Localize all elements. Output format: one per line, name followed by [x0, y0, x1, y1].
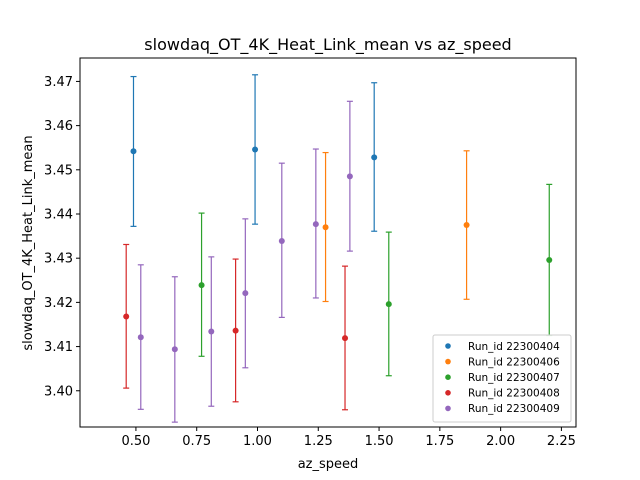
data-point: [322, 224, 329, 231]
y-tick-label: 3.43: [44, 252, 73, 267]
y-tick-label: 3.44: [44, 207, 73, 222]
x-tick-label: 0.50: [121, 434, 150, 449]
legend-label: Run_id 22300406: [468, 356, 560, 368]
axes-frame: [79, 57, 577, 428]
series-run_id-22300404: [130, 74, 378, 232]
data-point: [137, 334, 144, 341]
x-tick-label: 1.50: [365, 434, 394, 449]
data-point: [463, 222, 470, 229]
legend-label: Run_id 22300407: [468, 372, 560, 384]
data-point: [371, 154, 378, 161]
data-point: [346, 173, 353, 180]
legend-label: Run_id 22300409: [468, 403, 560, 415]
data-layer: [123, 74, 553, 423]
y-axis: 3.40 3.41 3.42 3.43 3.44 3.45 3.46 3.47: [44, 75, 80, 399]
x-tick-label: 1.75: [425, 434, 454, 449]
legend-label: Run_id 22300408: [468, 388, 560, 400]
legend-marker: [445, 374, 451, 381]
x-tick-label: 2.00: [486, 434, 515, 449]
legend-marker: [445, 390, 451, 396]
data-point: [232, 327, 239, 334]
data-point: [123, 313, 130, 320]
legend-marker: [445, 343, 451, 349]
series-run_id-22300409: [137, 100, 353, 423]
data-point: [171, 346, 178, 353]
series-run_id-22300407: [198, 183, 553, 377]
plot-area: [79, 57, 577, 428]
y-tick-label: 3.46: [44, 119, 73, 134]
y-tick-label: 3.42: [44, 296, 73, 311]
x-tick-label: 1.25: [304, 434, 333, 449]
data-point: [385, 301, 392, 308]
data-point: [252, 146, 259, 153]
x-axis-label: az_speed: [298, 457, 359, 472]
data-point: [342, 335, 349, 342]
legend-marker: [445, 405, 451, 412]
data-point: [198, 282, 205, 289]
data-point: [242, 290, 249, 297]
data-point: [278, 237, 285, 244]
y-tick-label: 3.41: [44, 340, 73, 355]
data-point: [546, 256, 553, 263]
x-tick-label: 2.25: [547, 434, 576, 449]
series-run_id-22300406: [322, 150, 470, 303]
legend-marker: [445, 358, 451, 365]
x-tick-label: 1.00: [243, 434, 272, 449]
legend-box: [432, 334, 572, 423]
legend-label: Run_id 22300404: [468, 341, 560, 353]
chart-title: slowdaq_OT_4K_Heat_Link_mean vs az_speed: [144, 35, 511, 55]
y-axis-label: slowdaq_OT_4K_Heat_Link_mean: [21, 135, 36, 350]
x-tick-label: 0.75: [182, 434, 211, 449]
legend: Run_id 22300404 Run_id 22300406 Run_id 223…: [432, 334, 572, 423]
y-tick-label: 3.47: [44, 75, 73, 90]
y-tick-label: 3.40: [44, 384, 73, 399]
y-tick-label: 3.45: [44, 163, 73, 178]
data-point: [312, 221, 319, 228]
series-run_id-22300408: [123, 243, 349, 411]
data-point: [130, 148, 137, 155]
data-point: [208, 328, 215, 335]
x-axis: 0.50 0.75 1.00 1.25 1.50 1.75 2.00 2.25: [121, 427, 576, 449]
